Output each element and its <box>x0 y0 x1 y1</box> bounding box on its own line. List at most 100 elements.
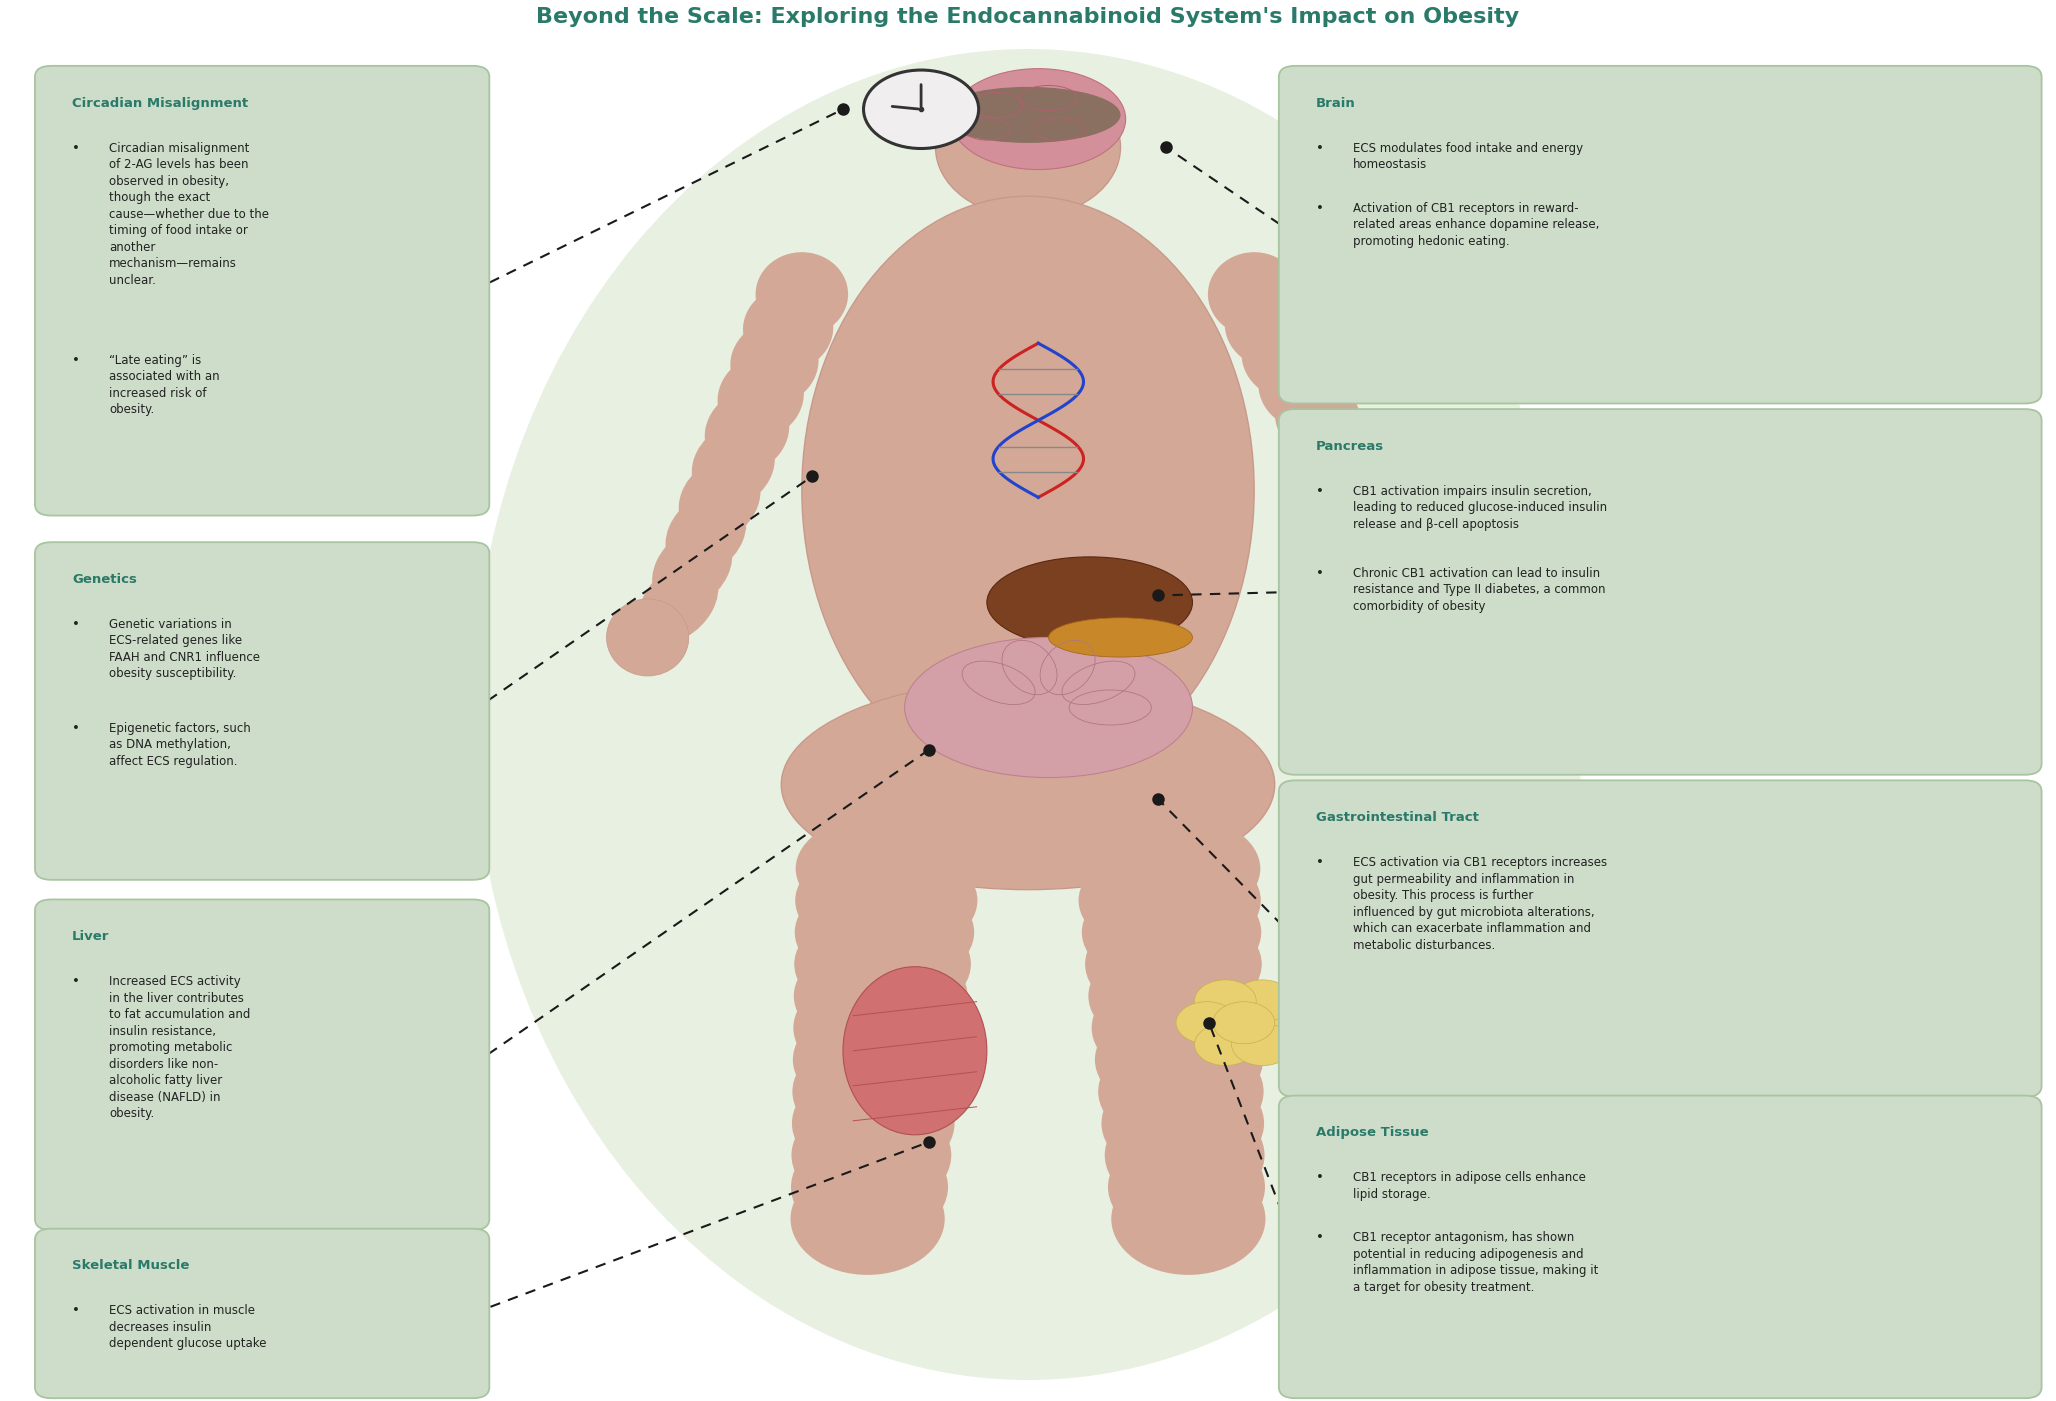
FancyBboxPatch shape <box>981 157 1075 234</box>
Text: CB1 receptors in adipose cells enhance
lipid storage.: CB1 receptors in adipose cells enhance l… <box>1353 1171 1585 1201</box>
Text: Pancreas: Pancreas <box>1316 440 1384 453</box>
Text: •: • <box>72 975 80 988</box>
Ellipse shape <box>792 1100 952 1212</box>
Text: •: • <box>72 1304 80 1317</box>
Ellipse shape <box>678 458 761 541</box>
Text: ECS activation via CB1 receptors increases
gut permeability and inflammation in
: ECS activation via CB1 receptors increas… <box>1353 856 1608 951</box>
Ellipse shape <box>1357 534 1439 615</box>
Text: Brain: Brain <box>1316 97 1355 109</box>
Ellipse shape <box>1086 908 1262 1020</box>
Ellipse shape <box>792 1035 958 1147</box>
Ellipse shape <box>730 321 818 405</box>
Ellipse shape <box>718 354 804 439</box>
Ellipse shape <box>802 196 1254 785</box>
Circle shape <box>1232 979 1293 1021</box>
Ellipse shape <box>796 813 981 925</box>
Ellipse shape <box>607 598 689 675</box>
Ellipse shape <box>1258 346 1347 430</box>
Ellipse shape <box>905 637 1192 778</box>
Text: ECS modulates food intake and energy
homeostasis: ECS modulates food intake and energy hom… <box>1353 142 1583 171</box>
Ellipse shape <box>950 69 1127 170</box>
Text: •: • <box>1316 856 1324 869</box>
Ellipse shape <box>1324 471 1408 553</box>
FancyBboxPatch shape <box>1279 780 2042 1097</box>
FancyBboxPatch shape <box>35 899 489 1230</box>
Ellipse shape <box>1079 845 1260 957</box>
Text: •: • <box>72 618 80 630</box>
Ellipse shape <box>987 558 1192 647</box>
FancyBboxPatch shape <box>1279 1096 2042 1398</box>
Text: •: • <box>72 353 80 367</box>
Text: •: • <box>72 142 80 154</box>
Ellipse shape <box>792 1131 948 1243</box>
Ellipse shape <box>1104 1100 1264 1212</box>
Ellipse shape <box>935 87 1121 143</box>
Ellipse shape <box>1112 1163 1266 1275</box>
Ellipse shape <box>742 286 833 370</box>
Ellipse shape <box>691 425 775 507</box>
Ellipse shape <box>1102 1068 1264 1180</box>
Ellipse shape <box>1092 972 1262 1084</box>
FancyBboxPatch shape <box>1279 66 2042 403</box>
Text: •: • <box>1316 485 1324 497</box>
Text: CB1 receptor antagonism, has shown
potential in reducing adipogenesis and
inflam: CB1 receptor antagonism, has shown poten… <box>1353 1231 1598 1295</box>
Ellipse shape <box>935 77 1121 217</box>
Ellipse shape <box>1291 408 1378 492</box>
Text: •: • <box>1316 1171 1324 1184</box>
Ellipse shape <box>790 1163 946 1275</box>
Text: •: • <box>1316 142 1324 154</box>
Text: •: • <box>1316 202 1324 214</box>
Ellipse shape <box>1209 252 1301 336</box>
Ellipse shape <box>705 389 790 474</box>
Circle shape <box>1232 1024 1293 1066</box>
Ellipse shape <box>796 845 977 957</box>
Ellipse shape <box>1341 503 1423 584</box>
Circle shape <box>1195 979 1256 1021</box>
Ellipse shape <box>473 49 1583 1380</box>
Ellipse shape <box>792 1068 954 1180</box>
Text: “Late eating” is
associated with an
increased risk of
obesity.: “Late eating” is associated with an incr… <box>109 353 220 416</box>
Ellipse shape <box>794 1003 960 1115</box>
FancyBboxPatch shape <box>1279 409 2042 775</box>
Ellipse shape <box>1388 572 1470 647</box>
Text: Adipose Tissue: Adipose Tissue <box>1316 1126 1429 1139</box>
Ellipse shape <box>794 940 968 1052</box>
Text: ECS activation in muscle
decreases insulin
dependent glucose uptake: ECS activation in muscle decreases insul… <box>109 1304 267 1351</box>
Ellipse shape <box>666 493 746 574</box>
FancyBboxPatch shape <box>35 542 489 880</box>
Text: Chronic CB1 activation can lead to insulin
resistance and Type II diabetes, a co: Chronic CB1 activation can lead to insul… <box>1353 567 1606 612</box>
Ellipse shape <box>1225 283 1316 367</box>
Ellipse shape <box>1242 314 1330 398</box>
Circle shape <box>1176 1002 1238 1044</box>
Circle shape <box>1250 1002 1312 1044</box>
Ellipse shape <box>794 972 964 1084</box>
Ellipse shape <box>781 679 1275 890</box>
Ellipse shape <box>794 908 970 1020</box>
Text: Liver: Liver <box>72 930 109 943</box>
Text: Circadian Misalignment: Circadian Misalignment <box>72 97 249 109</box>
Text: Epigenetic factors, such
as DNA methylation,
affect ECS regulation.: Epigenetic factors, such as DNA methylat… <box>109 722 251 768</box>
Text: Activation of CB1 receptors in reward-
related areas enhance dopamine release,
p: Activation of CB1 receptors in reward- r… <box>1353 202 1600 248</box>
Ellipse shape <box>1108 1131 1264 1243</box>
Text: Gastrointestinal Tract: Gastrointestinal Tract <box>1316 811 1478 824</box>
Ellipse shape <box>843 967 987 1135</box>
Text: Skeletal Muscle: Skeletal Muscle <box>72 1259 189 1272</box>
Text: Circadian misalignment
of 2-AG levels has been
observed in obesity,
though the e: Circadian misalignment of 2-AG levels ha… <box>109 142 269 286</box>
Text: Beyond the Scale: Exploring the Endocannabinoid System's Impact on Obesity: Beyond the Scale: Exploring the Endocann… <box>537 7 1519 27</box>
Ellipse shape <box>639 562 718 643</box>
Text: •: • <box>1316 567 1324 580</box>
Circle shape <box>1195 1024 1256 1066</box>
Ellipse shape <box>1081 876 1260 988</box>
Ellipse shape <box>1088 940 1262 1052</box>
Text: •: • <box>1316 1231 1324 1244</box>
Ellipse shape <box>757 252 849 336</box>
Ellipse shape <box>1098 1035 1264 1147</box>
Ellipse shape <box>1075 813 1260 925</box>
Text: Genetics: Genetics <box>72 573 138 586</box>
Ellipse shape <box>1308 440 1392 523</box>
Ellipse shape <box>1049 618 1192 657</box>
Ellipse shape <box>796 876 975 988</box>
Text: •: • <box>72 722 80 734</box>
Text: CB1 activation impairs insulin secretion,
leading to reduced glucose-induced ins: CB1 activation impairs insulin secretion… <box>1353 485 1608 531</box>
Ellipse shape <box>1096 1003 1262 1115</box>
